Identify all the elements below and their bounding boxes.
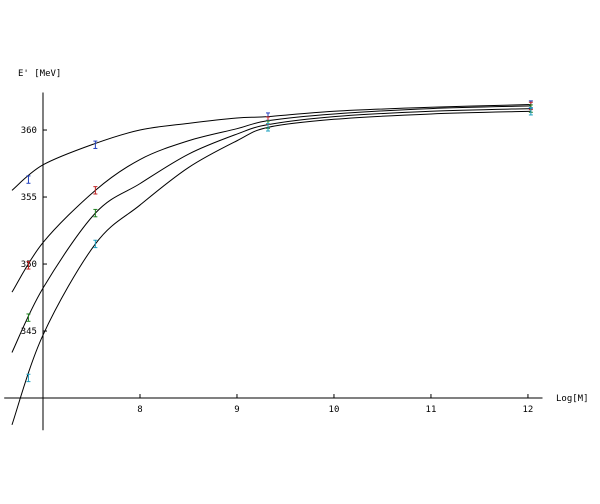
error-bar: [266, 123, 271, 132]
error-bar: [26, 313, 31, 322]
fit-curve: [11, 104, 531, 191]
error-bar: [93, 186, 98, 195]
error-bar: [26, 175, 31, 184]
x-tick-label: 10: [329, 405, 340, 415]
x-tick-label: 8: [137, 405, 142, 415]
y-tick-label: 355: [21, 193, 37, 203]
error-bar: [93, 239, 98, 249]
x-tick-label: 9: [234, 405, 239, 415]
x-tick-label: 11: [426, 405, 437, 415]
y-axis-label: E' [MeV]: [18, 69, 61, 79]
fit-curve: [11, 110, 531, 426]
error-bar: [26, 261, 31, 270]
fit-curve: [11, 108, 531, 353]
x-tick-label: 12: [523, 405, 534, 415]
y-tick-label: 360: [21, 126, 37, 136]
fit-curve: [11, 105, 531, 293]
x-axis-label: Log[M]: [556, 394, 589, 404]
error-bar: [93, 140, 98, 149]
y-tick-label: 345: [21, 327, 37, 337]
error-bar: [26, 373, 31, 383]
error-bar: [528, 107, 533, 116]
error-bar: [93, 208, 98, 218]
